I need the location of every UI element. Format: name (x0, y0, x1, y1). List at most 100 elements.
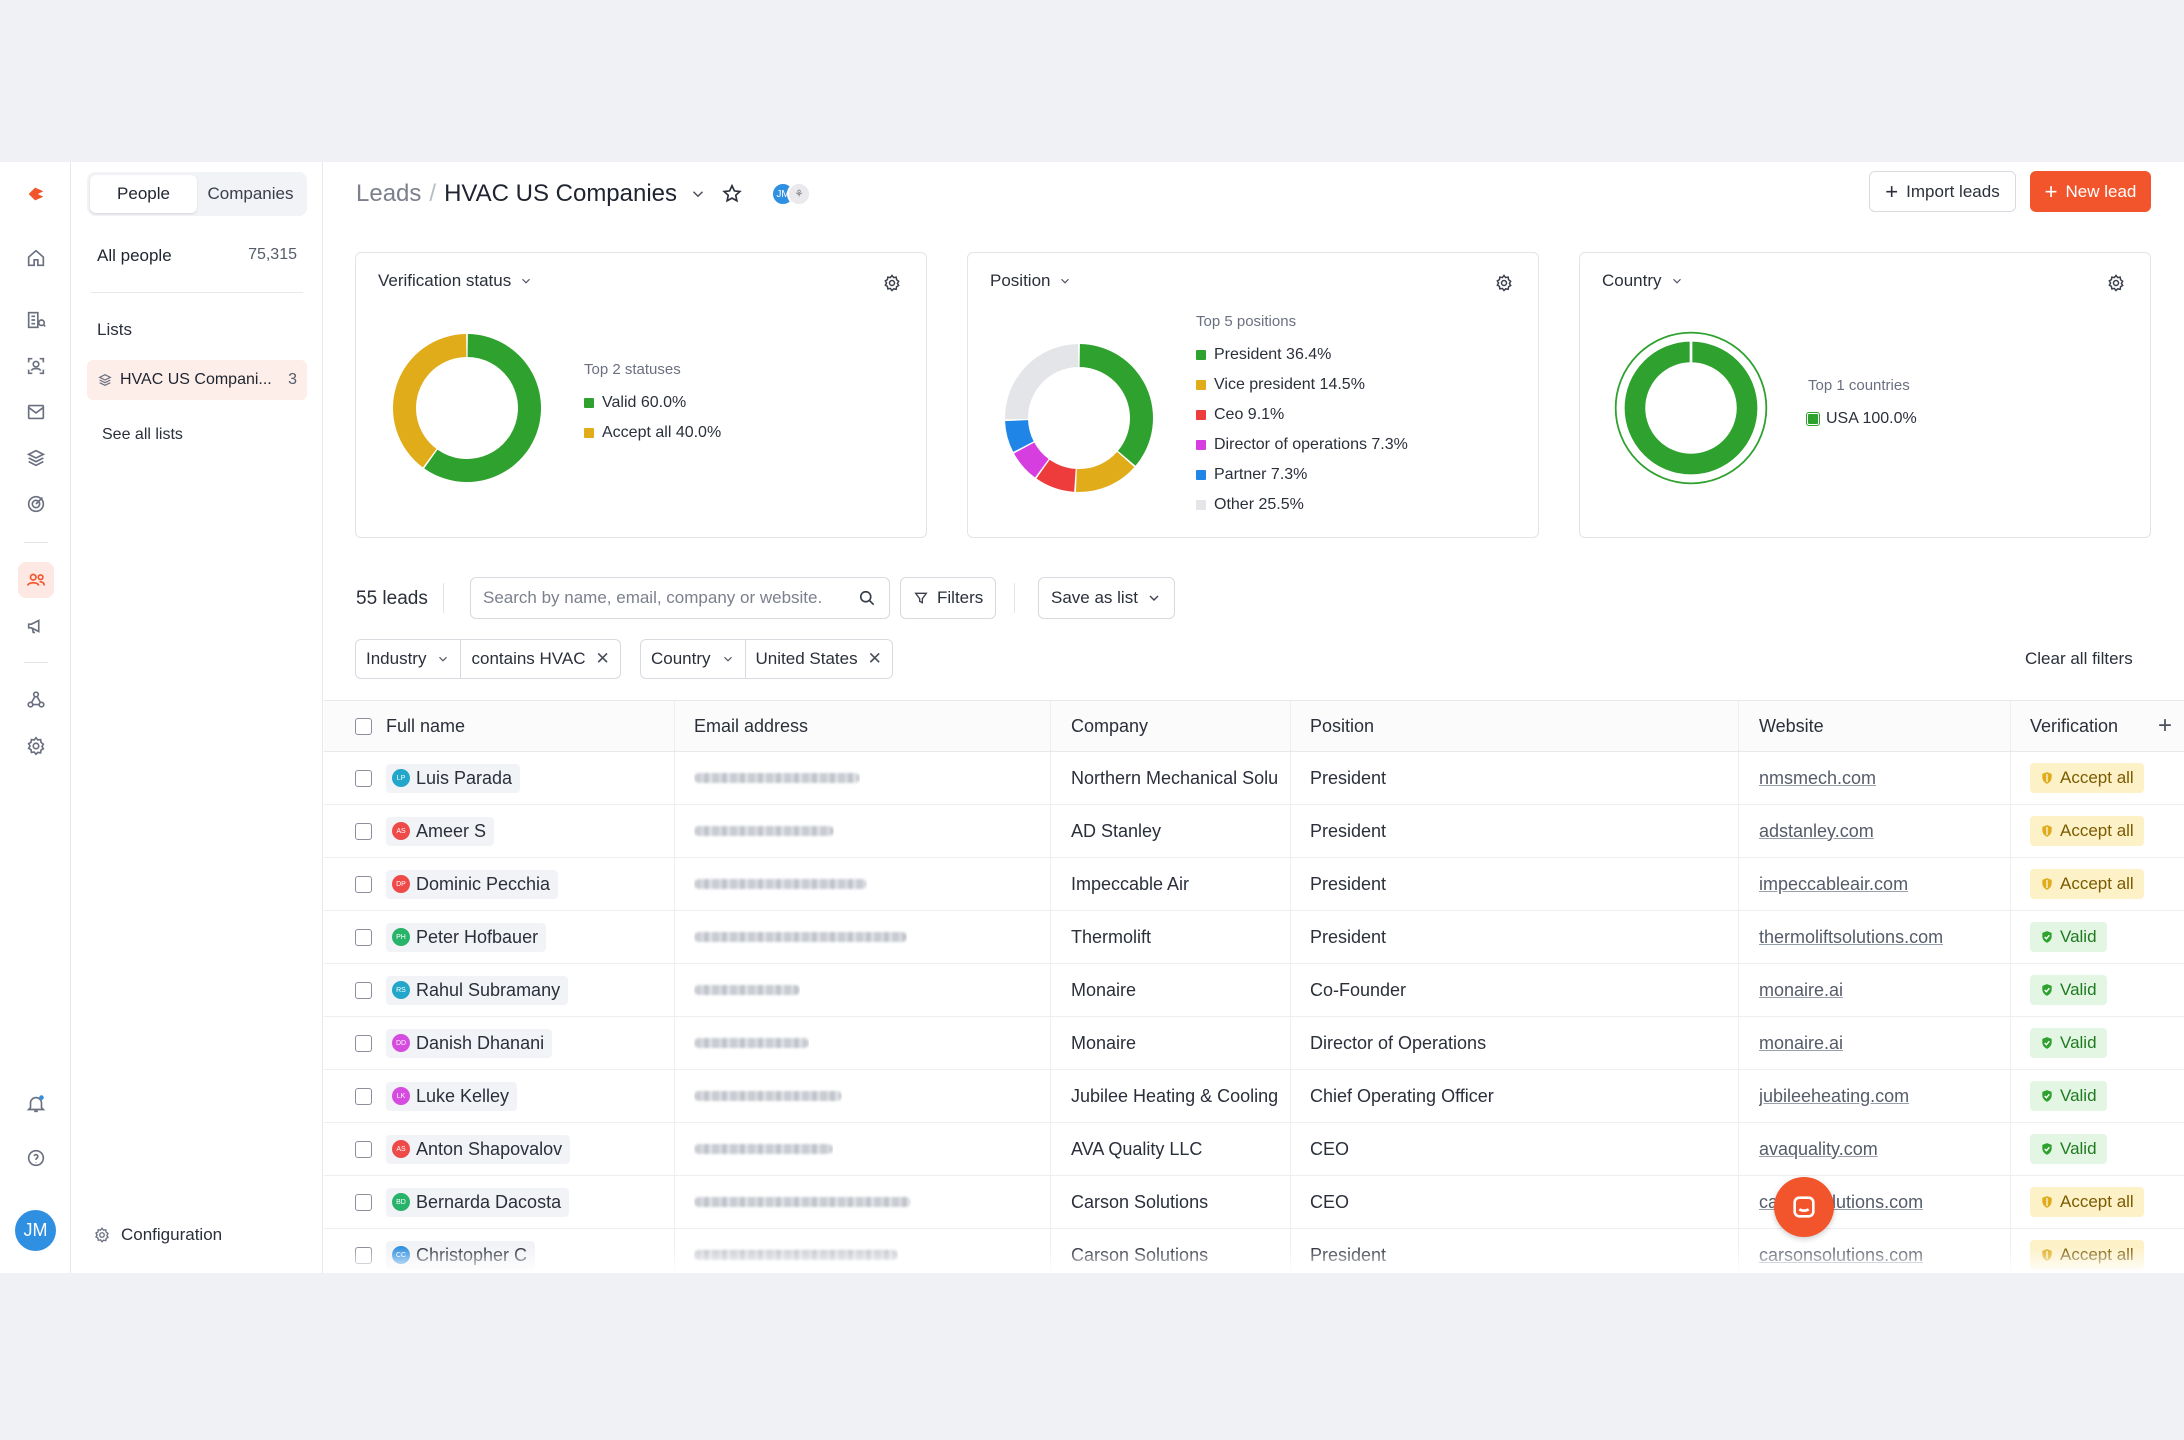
table-row[interactable]: RS Rahul Subramany Monaire Co-Founder monair… (324, 964, 2184, 1017)
website-link[interactable]: adstanley.com (1759, 820, 1874, 841)
companies-icon[interactable] (18, 302, 54, 338)
name-cell[interactable]: AS Ameer S (386, 805, 495, 857)
import-leads-button[interactable]: + Import leads (1869, 171, 2016, 212)
see-all-lists-link[interactable]: See all lists (102, 426, 183, 443)
table-row[interactable]: DD Danish Dhanani Monaire Director of Opera… (324, 1017, 2184, 1070)
row-checkbox[interactable] (355, 1070, 372, 1122)
configuration-link[interactable]: Configuration (93, 1225, 222, 1245)
clear-all-filters-button[interactable]: Clear all filters (2025, 649, 2133, 668)
layers-icon[interactable] (18, 440, 54, 476)
website-link[interactable]: monaire.ai (1759, 1032, 1844, 1053)
people-icon[interactable] (18, 562, 54, 598)
card-title-dropdown[interactable]: Position (990, 271, 1072, 291)
name-cell[interactable]: BD Bernarda Dacosta (386, 1176, 570, 1228)
name-cell[interactable]: PH Peter Hofbauer (386, 911, 547, 963)
table-row[interactable]: PH Peter Hofbauer Thermolift President therm… (324, 911, 2184, 964)
chevron-down-icon[interactable] (689, 185, 707, 203)
table-row[interactable]: AS Ameer S AD Stanley President adstanley.co… (324, 805, 2184, 858)
user-avatar[interactable]: JM (15, 1210, 56, 1251)
close-icon[interactable]: ✕ (595, 649, 610, 668)
chevron-down-icon (439, 656, 448, 662)
filter-field-dropdown[interactable]: Industry (356, 640, 460, 678)
table-row[interactable]: BD Bernarda Dacosta Carson Solutions CEO car… (324, 1176, 2184, 1229)
gear-icon[interactable] (2106, 273, 2126, 293)
home-icon[interactable] (18, 240, 54, 276)
column-header-website[interactable]: Website (1759, 715, 1824, 736)
tab-companies[interactable]: Companies (207, 184, 294, 203)
card-title-dropdown[interactable]: Country (1602, 271, 1684, 291)
megaphone-icon[interactable] (18, 608, 54, 644)
row-checkbox[interactable] (355, 1123, 372, 1175)
filter-value[interactable]: United States ✕ (744, 640, 892, 678)
row-checkbox[interactable] (355, 964, 372, 1016)
filter-value[interactable]: contains HVAC ✕ (460, 640, 619, 678)
row-checkbox[interactable] (355, 805, 372, 857)
gear-icon[interactable] (882, 273, 902, 293)
row-checkbox[interactable] (355, 858, 372, 910)
close-icon[interactable]: ✕ (867, 649, 882, 668)
verification-cell: Valid (2030, 964, 2107, 1016)
row-checkbox[interactable] (355, 1176, 372, 1228)
breadcrumb-root[interactable]: Leads (356, 180, 422, 207)
list-item-label: HVAC US Compani... (120, 371, 272, 388)
website-link[interactable]: jubileeheating.com (1759, 1085, 1910, 1106)
full-name: Bernarda Dacosta (416, 1191, 562, 1212)
verification-cell: Accept all (2030, 752, 2144, 804)
people-search-icon[interactable] (18, 348, 54, 384)
donut-slice (1036, 459, 1076, 492)
row-checkbox[interactable] (355, 911, 372, 963)
filters-button[interactable]: Filters (900, 577, 997, 619)
name-cell[interactable]: DP Dominic Pecchia (386, 858, 559, 910)
name-cell[interactable]: AS Anton Shapovalov (386, 1123, 571, 1175)
avatar: DP (392, 875, 410, 893)
target-icon[interactable] (18, 486, 54, 522)
table-row[interactable]: LK Luke Kelley Jubilee Heating & Cooling Ch… (324, 1070, 2184, 1123)
card-title-dropdown[interactable]: Verification status (378, 271, 533, 291)
filter-field-dropdown[interactable]: Country (641, 640, 745, 678)
website-link[interactable]: thermoliftsolutions.com (1759, 926, 1944, 947)
verification-legend: Top 2 statuses Valid 60.0% Accept all 40.… (584, 361, 721, 448)
name-cell[interactable]: RS Rahul Subramany (386, 964, 569, 1016)
gear-icon[interactable] (1494, 273, 1514, 293)
row-checkbox[interactable] (355, 1017, 372, 1069)
column-header-full-name[interactable]: Full name (386, 715, 466, 736)
help-icon[interactable] (18, 1140, 54, 1176)
bell-icon[interactable] (18, 1086, 54, 1122)
website-link[interactable]: nmsmech.com (1759, 767, 1877, 788)
settings-icon[interactable] (18, 728, 54, 764)
chevron-down-icon (723, 656, 732, 662)
list-item-hvac[interactable]: HVAC US Compani... 3 (87, 360, 307, 400)
mail-icon[interactable] (18, 394, 54, 430)
save-as-list-button[interactable]: Save as list (1038, 577, 1175, 619)
website-link[interactable]: monaire.ai (1759, 979, 1844, 1000)
select-all-checkbox[interactable] (355, 701, 372, 751)
name-cell[interactable]: LK Luke Kelley (386, 1070, 518, 1122)
column-header-verification[interactable]: Verification (2030, 715, 2119, 736)
all-people-item[interactable]: All people 75,315 (97, 246, 297, 266)
chat-launcher-button[interactable] (1774, 1177, 1834, 1237)
website-link[interactable]: avaquality.com (1759, 1138, 1878, 1159)
website-link[interactable]: impeccableair.com (1759, 873, 1909, 894)
row-checkbox[interactable] (355, 752, 372, 804)
network-icon[interactable] (18, 682, 54, 718)
donut-slice (1624, 341, 1758, 475)
tab-people[interactable]: People (90, 175, 197, 213)
collaborator-avatars[interactable]: JM ⚘ (771, 180, 821, 208)
email-cell (694, 911, 907, 963)
table-row[interactable]: AS Anton Shapovalov AVA Quality LLC CEO avaq… (324, 1123, 2184, 1176)
logo-icon[interactable] (18, 176, 54, 212)
name-cell[interactable]: LP Luis Parada (386, 752, 521, 804)
plus-icon: + (1885, 178, 1899, 204)
name-cell[interactable]: DD Danish Dhanani (386, 1017, 553, 1069)
legend-swatch (1196, 500, 1206, 510)
email-cell (694, 858, 867, 910)
add-column-button[interactable]: + (2157, 712, 2172, 739)
search-input[interactable]: Search by name, email, company or websit… (470, 577, 890, 619)
table-row[interactable]: DP Dominic Pecchia Impeccable Air President… (324, 858, 2184, 911)
table-row[interactable]: LP Luis Parada Northern Mechanical Solu Pre… (324, 752, 2184, 805)
new-lead-button[interactable]: + New lead (2030, 171, 2151, 212)
star-icon[interactable] (721, 183, 743, 205)
column-header-position[interactable]: Position (1310, 715, 1375, 736)
column-header-email[interactable]: Email address (694, 715, 809, 736)
column-header-company[interactable]: Company (1071, 715, 1149, 736)
